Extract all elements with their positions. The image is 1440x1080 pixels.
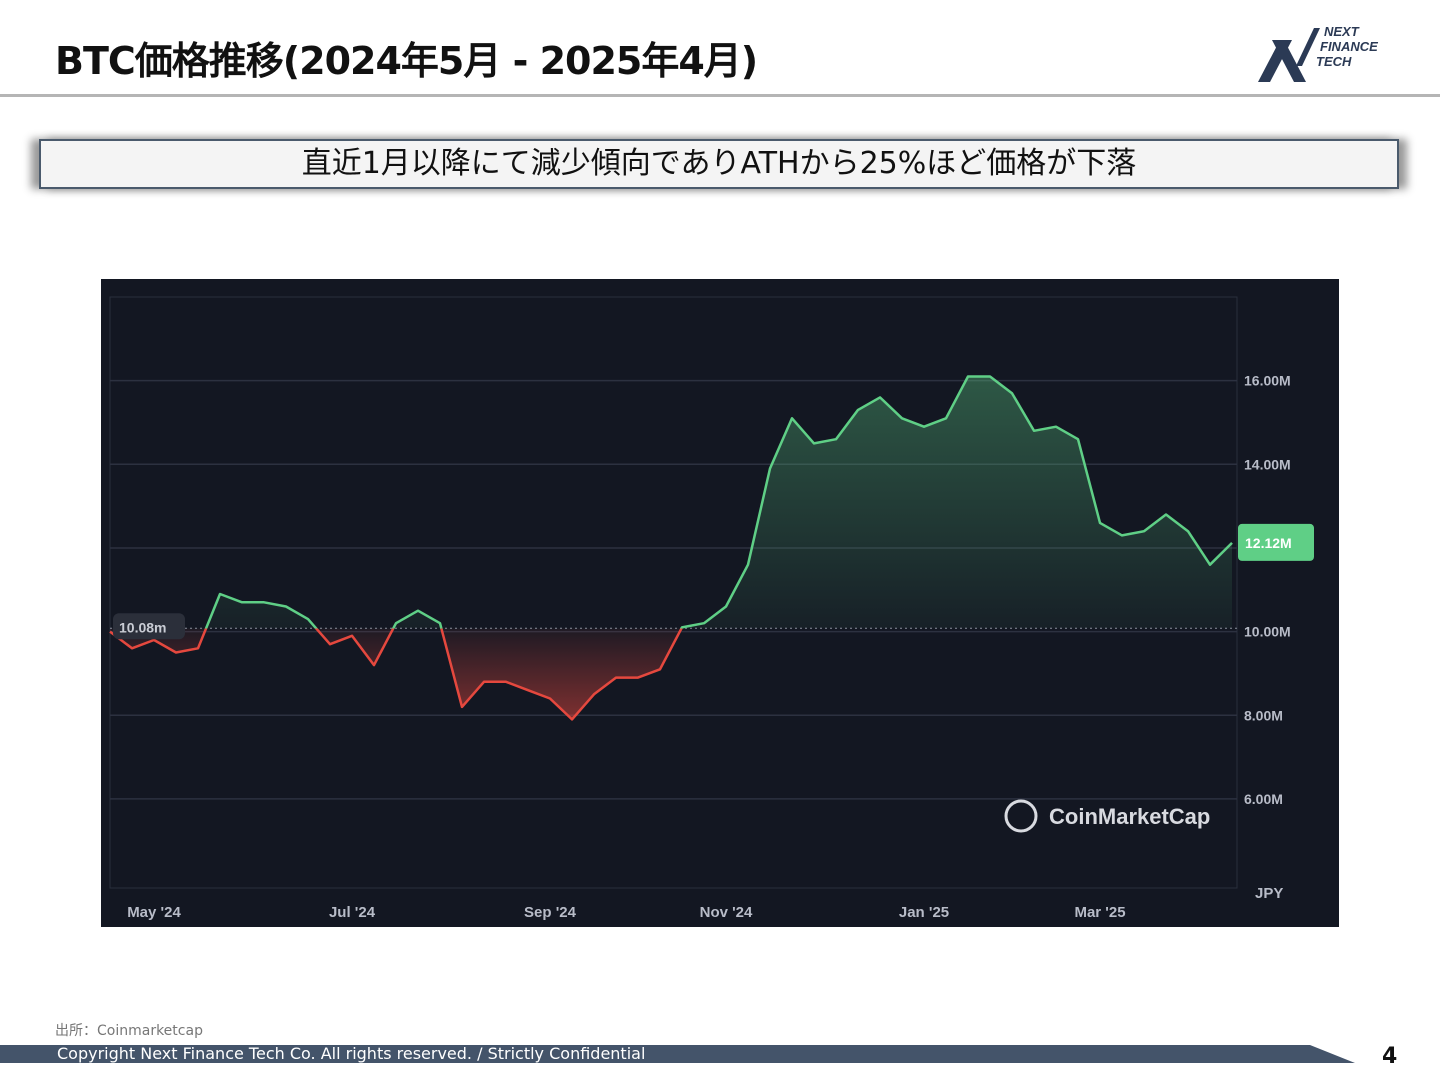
y-axis-label: JPY (1255, 885, 1283, 902)
watermark: CoinMarketCap (1049, 804, 1210, 829)
chart: 6.00M8.00M10.00M12.00M14.00M16.00MJPYCoi… (101, 279, 1339, 927)
baseline-label: 10.08m (119, 619, 166, 635)
slide-title: BTC価格推移(2024年5月 - 2025年4月) (55, 39, 758, 83)
logo-text: FINANCE (1320, 39, 1378, 54)
page-number: 4 (1382, 1044, 1398, 1069)
x-tick-label: Jan '25 (899, 904, 949, 921)
footer-bar (0, 1045, 1355, 1063)
price-line (109, 375, 1233, 721)
x-tick-label: May '24 (127, 904, 181, 921)
y-tick-label: 8.00M (1244, 707, 1283, 723)
y-tick-label: 6.00M (1244, 791, 1283, 807)
copyright: Copyright Next Finance Tech Co. All righ… (57, 1044, 646, 1063)
y-tick-label: 10.00M (1244, 624, 1291, 640)
price-label: 12.12M (1245, 535, 1292, 551)
x-tick-label: Sep '24 (524, 904, 577, 921)
source: 出所：Coinmarketcap (55, 1023, 203, 1039)
y-tick-label: 14.00M (1244, 456, 1291, 472)
callout: 直近1月以降にて減少傾向でありATHから25%ほど価格が下落 (39, 139, 1399, 189)
x-tick-label: Jul '24 (329, 904, 376, 921)
watermark-icon (1004, 799, 1038, 833)
y-tick-label: 16.00M (1244, 373, 1291, 389)
divider (0, 94, 1440, 97)
logo-text: NEXT (1324, 26, 1360, 39)
baseline-tag (113, 613, 185, 640)
x-tick-label: Mar '25 (1074, 904, 1125, 921)
logo-text: TECH (1316, 54, 1352, 69)
price-tag (1238, 523, 1314, 561)
logo: NEXT FINANCE TECH (1258, 26, 1378, 82)
area (110, 376, 1232, 720)
x-tick-label: Nov '24 (700, 904, 753, 921)
plot-frame (109, 296, 1238, 889)
